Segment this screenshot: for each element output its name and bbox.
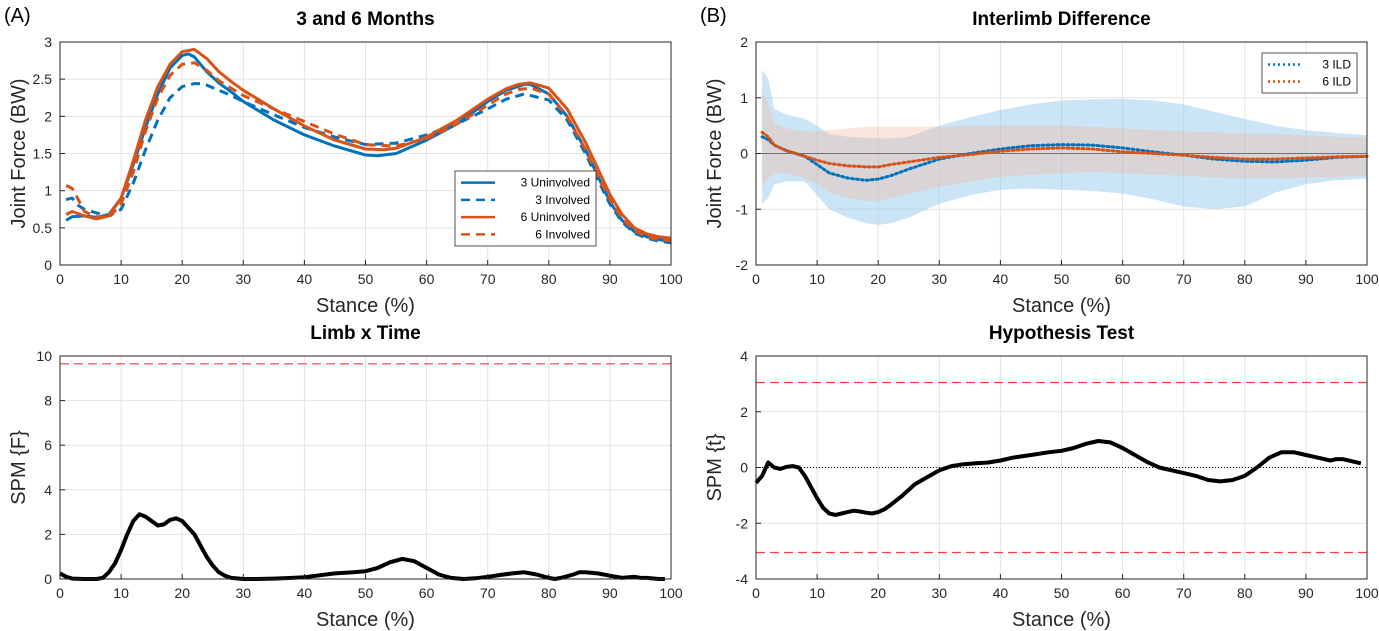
y-tick-label: 2.5 — [33, 71, 53, 87]
x-tick-label: 50 — [358, 271, 374, 287]
x-tick-label: 0 — [56, 585, 64, 601]
x-tick-label: 50 — [1054, 585, 1070, 601]
x-tick-label: 30 — [932, 271, 948, 287]
x-tick-label: 100 — [1355, 271, 1379, 287]
series-line — [59, 512, 665, 581]
x-tick-label: 100 — [659, 585, 683, 601]
x-tick-label: 70 — [480, 585, 496, 601]
x-tick-label: 100 — [1355, 585, 1379, 601]
x-tick-label: 70 — [480, 271, 496, 287]
x-tick-label: 50 — [1054, 271, 1070, 287]
y-axis-label: SPM {F} — [8, 430, 30, 505]
x-tick-label: 10 — [113, 271, 129, 287]
x-tick-label: 60 — [419, 271, 435, 287]
x-tick-label: 0 — [752, 271, 760, 287]
y-tick-label: 0 — [44, 257, 52, 273]
x-tick-label: 90 — [602, 585, 618, 601]
x-tick-label: 80 — [1237, 271, 1253, 287]
y-tick-label: -2 — [736, 515, 749, 531]
x-tick-label: 30 — [236, 271, 252, 287]
x-tick-label: 10 — [113, 585, 129, 601]
chart-title: Interlimb Difference — [972, 9, 1150, 30]
x-tick-label: 30 — [932, 585, 948, 601]
x-tick-label: 70 — [1176, 585, 1192, 601]
plot-3-and-6-months: 0 10 20 30 40 50 60 70 80 90 100 0 0.5 1 1.5 2 2.5 3 3 and… — [8, 9, 683, 317]
series-line — [65, 47, 672, 240]
x-tick-label: 50 — [358, 585, 374, 601]
y-tick-label: -2 — [736, 257, 749, 273]
x-tick-label: 0 — [56, 271, 64, 287]
y-tick-label: 1 — [44, 183, 52, 199]
y-tick-label: 0.5 — [33, 220, 53, 236]
x-tick-label: 40 — [993, 585, 1009, 601]
plot-hypothesis-test: 0 10 20 30 40 50 60 70 80 90 100 -4 -2 0 2 4 Hypothesis … — [704, 323, 1379, 631]
x-tick-label: 60 — [419, 585, 435, 601]
x-tick-label: 20 — [174, 271, 190, 287]
x-tick-label: 100 — [659, 271, 683, 287]
y-tick-label: 2 — [44, 526, 52, 542]
y-tick-label: 1.5 — [33, 146, 53, 162]
x-tick-label: 40 — [297, 585, 313, 601]
confidence-band — [762, 92, 1367, 201]
x-tick-label: 20 — [870, 585, 886, 601]
chart-title: 3 and 6 Months — [296, 9, 434, 30]
x-axis-label: Stance (%) — [316, 295, 415, 317]
x-tick-label: 80 — [1237, 585, 1253, 601]
series-line — [760, 130, 1369, 169]
y-tick-label: 3 — [44, 34, 52, 50]
y-axis-label: SPM {t} — [704, 433, 726, 501]
x-tick-label: 10 — [809, 585, 825, 601]
plot-limb-x-time: 0 10 20 30 40 50 60 70 80 90 100 0 2 4 6 8 10 Limb x Time… — [8, 323, 683, 631]
y-tick-label: 1 — [740, 90, 748, 106]
y-tick-label: 6 — [44, 437, 52, 453]
y-tick-label: 8 — [44, 393, 52, 409]
y-tick-label: -4 — [736, 571, 749, 587]
y-axis-label: Joint Force (BW) — [704, 78, 726, 228]
x-tick-label: 10 — [809, 271, 825, 287]
y-tick-label: 0 — [740, 460, 748, 476]
x-tick-label: 40 — [297, 271, 313, 287]
legend-label: 6 ILD — [1322, 75, 1351, 89]
x-tick-label: 30 — [236, 585, 252, 601]
x-axis-label: Stance (%) — [1012, 609, 1111, 631]
x-tick-label: 0 — [752, 585, 760, 601]
y-axis-label: Joint Force (BW) — [8, 78, 30, 228]
chart-title: Hypothesis Test — [989, 323, 1135, 344]
x-tick-label: 90 — [602, 271, 618, 287]
plot-interlimb-difference: 0 10 20 30 40 50 60 70 80 90 100 -2 -1 0 1 2 Interlimb D… — [704, 9, 1379, 317]
y-tick-label: -1 — [736, 201, 749, 217]
series-line — [754, 439, 1362, 517]
legend-box — [1261, 52, 1358, 94]
legend-label: 6 Involved — [535, 227, 590, 241]
legend-label: 3 Uninvolved — [521, 176, 590, 190]
panel-label-a: (A) — [4, 5, 31, 27]
x-axis-label: Stance (%) — [316, 609, 415, 631]
y-tick-label: 2 — [740, 404, 748, 420]
x-tick-label: 70 — [1176, 271, 1192, 287]
y-tick-label: 10 — [36, 348, 52, 364]
x-tick-label: 90 — [1298, 271, 1314, 287]
y-tick-label: 0 — [44, 571, 52, 587]
y-tick-label: 2 — [740, 34, 748, 50]
panel-label-b: (B) — [700, 5, 727, 27]
x-tick-label: 60 — [1115, 271, 1131, 287]
legend-label: 3 Involved — [535, 193, 590, 207]
y-tick-label: 4 — [44, 482, 52, 498]
x-tick-label: 80 — [541, 271, 557, 287]
x-tick-label: 90 — [1298, 585, 1314, 601]
legend-label: 3 ILD — [1322, 58, 1351, 72]
y-tick-label: 2 — [44, 108, 52, 124]
chart-title: Limb x Time — [310, 323, 421, 344]
x-tick-label: 20 — [870, 271, 886, 287]
x-tick-label: 60 — [1115, 585, 1131, 601]
x-tick-label: 40 — [993, 271, 1009, 287]
y-tick-label: 4 — [740, 348, 748, 364]
x-axis-label: Stance (%) — [1012, 295, 1111, 317]
legend-label: 6 Uninvolved — [521, 210, 590, 224]
x-tick-label: 20 — [174, 585, 190, 601]
x-tick-label: 80 — [541, 585, 557, 601]
y-tick-label: 0 — [740, 146, 748, 162]
